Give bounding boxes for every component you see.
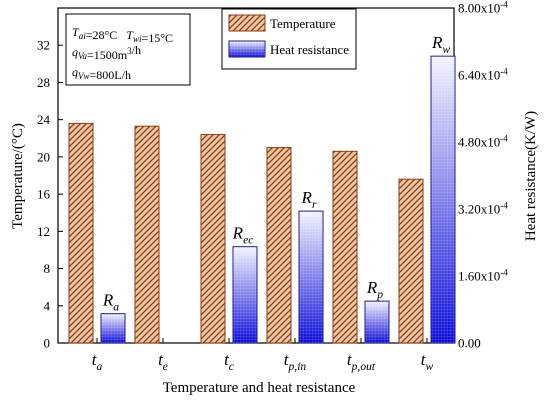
left-axis: 0 4 8 12 16 20 24 28 32 (37, 38, 63, 351)
resistance-bar-label: Rr (301, 188, 317, 211)
y-tick-label-left: 4 (44, 298, 51, 313)
legend-swatch-texture (229, 41, 265, 57)
y-tick-label-left: 28 (37, 75, 50, 90)
x-axis-title: Temperature and heat resistance (163, 380, 356, 396)
y-tick-label-left: 0 (44, 336, 51, 351)
y-tick-label-right: 0.00 (458, 336, 481, 351)
y-tick-label-right: 3.20x10-4 (458, 201, 508, 217)
temperature-bars (68, 122, 424, 344)
resistance-bar-label: Rp (366, 278, 383, 301)
y-tick-label-left: 12 (37, 224, 50, 239)
legend: Temperature Heat resistance (221, 8, 357, 70)
x-axis: ta te tc tp,in tp,out tw (92, 338, 434, 373)
temperature-bar (398, 178, 424, 344)
resistance-bar-texture (431, 56, 455, 343)
x-tick-label: te (158, 350, 168, 373)
y-tick-label-left: 20 (37, 149, 50, 164)
resistance-bar-texture (101, 313, 125, 343)
legend-label: Temperature (270, 16, 336, 31)
condition-line: Tai=28°C Twi=15°C (72, 25, 173, 45)
condition-line: qVw=800L/h (72, 65, 131, 82)
x-tick-label: ta (92, 350, 103, 373)
x-tick-label: tw (421, 350, 434, 373)
resistance-bar-texture (365, 301, 389, 343)
y-tick-label-left: 24 (37, 112, 51, 127)
resistance-bar-label: Ra (102, 291, 119, 314)
y-tick-label-left: 8 (44, 261, 51, 276)
y-tick-label-left: 32 (37, 38, 50, 53)
legend-swatch (228, 14, 266, 32)
temperature-bar (200, 134, 226, 344)
y-axis-title-left: Temperature/(°C) (10, 123, 26, 229)
y-tick-label-right: 6.40x10-4 (458, 67, 508, 83)
y-axis-title-right: Heat resistance(K/W) (523, 111, 539, 241)
y-tick-label-left: 16 (37, 187, 51, 202)
right-axis: 0.00 1.60x10-4 3.20x10-4 4.80x10-4 6.40x10-4… (449, 0, 508, 351)
temperature-bar (266, 147, 292, 344)
resistance-bar-labels: Ra Rec Rr Rp Rw (102, 33, 450, 314)
resistance-bar-label: Rw (431, 33, 450, 56)
condition-line: qVa=1500m3/h (72, 43, 141, 62)
legend-label: Heat resistance (270, 42, 349, 57)
x-tick-label: tc (224, 350, 234, 373)
resistance-bars (100, 55, 456, 344)
y-tick-label-right: 4.80x10-4 (458, 134, 508, 150)
x-tick-label: tp,out (347, 350, 376, 373)
resistance-bar-texture (233, 246, 257, 343)
temperature-bar (134, 125, 160, 344)
resistance-bar-label: Rec (232, 224, 254, 247)
temperature-bar (332, 150, 358, 344)
resistance-bar-texture (299, 211, 323, 343)
y-tick-label-right: 1.60x10-4 (458, 268, 508, 284)
x-tick-label: tp,in (284, 350, 307, 373)
y-tick-label-right: 8.00x10-4 (458, 0, 508, 16)
temperature-bar (68, 122, 94, 344)
